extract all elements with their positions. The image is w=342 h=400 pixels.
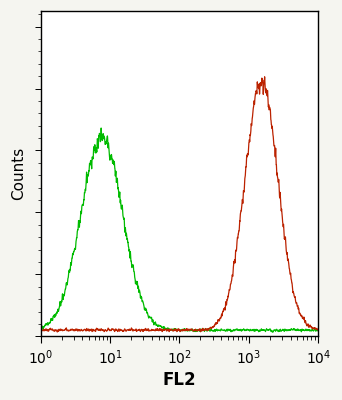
X-axis label: FL2: FL2 <box>163 371 196 389</box>
Y-axis label: Counts: Counts <box>11 147 26 200</box>
